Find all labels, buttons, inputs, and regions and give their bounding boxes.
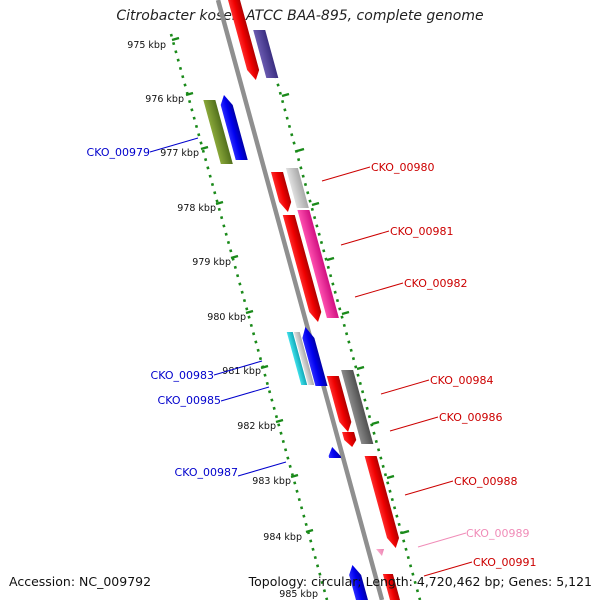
gene-CKO_00985[interactable] [299, 327, 328, 386]
gene-CKO_00979-partner[interactable] [218, 95, 248, 160]
ruler-tick [281, 92, 290, 98]
genome-summary: Topology: circular; Length: 4,720,462 bp… [248, 574, 592, 589]
ruler-label: 978 kbp [177, 203, 216, 214]
gene-top-red-arrow[interactable] [228, 0, 262, 80]
ruler-left-line [169, 33, 329, 600]
leader-CKO_00985 [220, 386, 270, 402]
ruler-label: 981 kbp [222, 366, 261, 377]
ruler-tick [305, 528, 314, 534]
ruler-tick [311, 201, 320, 207]
leader-CKO_00981 [340, 230, 390, 246]
gene-bottom-red[interactable] [382, 574, 400, 600]
ruler-tick [401, 529, 410, 535]
ruler-tick [215, 200, 224, 206]
leader-CKO_00979 [149, 137, 199, 153]
ruler-label: 979 kbp [192, 257, 231, 268]
ruler-tick [290, 473, 299, 479]
ruler-tick [275, 418, 284, 424]
leader-CKO_00986 [389, 416, 439, 432]
gene-label-CKO_00984[interactable]: CKO_00984 [430, 374, 493, 387]
ruler-tick [230, 254, 239, 260]
gene-label-CKO_00987[interactable]: CKO_00987 [175, 466, 238, 479]
ruler-label: 985 kbp [279, 589, 318, 600]
accession-text: Accession: NC_009792 [9, 574, 152, 589]
leader-CKO_00983 [213, 360, 263, 376]
gene-CKO_00989[interactable] [376, 549, 386, 556]
gene-label-CKO_00985[interactable]: CKO_00985 [158, 394, 221, 407]
ruler-ticks-right [281, 92, 410, 535]
gene-CKO_00980[interactable] [271, 172, 294, 212]
gene-CKO_00982[interactable] [297, 210, 339, 318]
ruler-tick [386, 474, 395, 480]
gene-CKO_00979[interactable] [203, 100, 233, 164]
gene-label-CKO_00983[interactable]: CKO_00983 [151, 369, 214, 382]
ruler-label: 984 kbp [263, 532, 302, 543]
gene-label-CKO_00989[interactable]: CKO_00989 [466, 527, 529, 540]
gene-label-CKO_00986[interactable]: CKO_00986 [439, 411, 502, 424]
ruler-label: 980 kbp [207, 312, 246, 323]
genome-backbone [215, 0, 385, 600]
leader-CKO_00988 [404, 480, 454, 496]
ruler-label: 975 kbp [127, 40, 166, 51]
gene-label-CKO_00982[interactable]: CKO_00982 [404, 277, 467, 290]
ruler-ticks-left [171, 36, 314, 534]
gene-CKO_00988[interactable] [364, 456, 402, 548]
gene-CKO_00987[interactable] [326, 447, 342, 458]
gene-CKO_00981[interactable] [282, 215, 324, 322]
gene-CKO_00984-partner[interactable] [341, 370, 369, 428]
leader-CKO_00989 [417, 532, 467, 548]
gene-CKO_00983-gray[interactable] [293, 332, 315, 385]
leader-CKO_00991 [423, 561, 473, 577]
gene-label-CKO_00980[interactable]: CKO_00980 [371, 161, 434, 174]
ruler-tick [245, 309, 254, 315]
ruler-tick [185, 91, 194, 97]
gene-top-purple[interactable] [253, 30, 279, 78]
ruler-tick [326, 256, 335, 262]
gene-bottom-blue[interactable] [346, 565, 368, 600]
gene-label-CKO_00988[interactable]: CKO_00988 [454, 475, 517, 488]
leader-CKO_00987 [237, 461, 287, 477]
ruler-tick [171, 36, 180, 42]
ruler-tick [260, 364, 269, 370]
ruler-tick [200, 145, 209, 151]
ruler-tick [296, 147, 305, 153]
ruler-tick [356, 365, 365, 371]
gene-label-CKO_00979[interactable]: CKO_00979 [87, 146, 150, 159]
gene-CKO_00984[interactable] [326, 376, 354, 432]
gene-CKO_00986[interactable] [342, 432, 358, 447]
map-title: Citrobacter koseri ATCC BAA-895, complet… [116, 8, 484, 24]
gene-label-CKO_00981[interactable]: CKO_00981 [390, 225, 453, 238]
leader-CKO_00984 [380, 379, 430, 395]
ruler-label: 976 kbp [145, 94, 184, 105]
ruler-tick [371, 420, 380, 426]
ruler-right-line [262, 33, 422, 600]
leader-CKO_00980 [321, 166, 371, 182]
gene-label-CKO_00991[interactable]: CKO_00991 [473, 556, 536, 569]
ruler-label: 982 kbp [237, 421, 276, 432]
gene-CKO_00983[interactable] [286, 332, 308, 385]
gene-CKO_00980-neighbor[interactable] [285, 168, 309, 208]
gene-CKO_00986-partner[interactable] [356, 428, 374, 444]
ruler-tick [341, 310, 350, 316]
ruler-label: 977 kbp [160, 148, 199, 159]
leader-CKO_00982 [354, 282, 404, 298]
ruler-label: 983 kbp [252, 476, 291, 487]
